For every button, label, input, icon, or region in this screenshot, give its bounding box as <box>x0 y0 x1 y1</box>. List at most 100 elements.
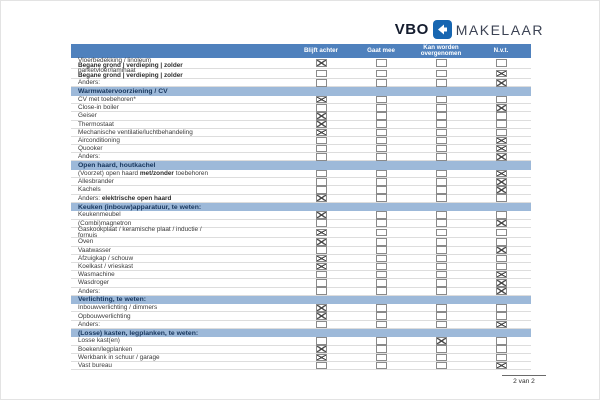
checkbox-blijft-achter[interactable] <box>315 320 327 328</box>
checkbox-nvt[interactable] <box>495 59 507 67</box>
checkbox-nvt[interactable] <box>495 254 507 263</box>
checkbox-nvt[interactable] <box>495 169 507 178</box>
checkbox-nvt[interactable] <box>495 287 507 295</box>
checkbox-gaat-mee[interactable] <box>375 178 387 186</box>
checkbox-gaat-mee[interactable] <box>375 320 387 328</box>
checkbox-gaat-mee[interactable] <box>375 59 387 67</box>
checkbox-nvt[interactable] <box>495 304 507 312</box>
checkbox-blijft-achter[interactable] <box>315 279 327 287</box>
checkbox-nvt[interactable] <box>495 69 507 78</box>
checkbox-kan-worden-overgenomen[interactable] <box>435 153 447 161</box>
checkbox-nvt[interactable] <box>495 219 507 227</box>
checkbox-kan-worden-overgenomen[interactable] <box>435 262 447 271</box>
checkbox-blijft-achter[interactable] <box>315 178 327 186</box>
checkbox-kan-worden-overgenomen[interactable] <box>435 136 447 145</box>
checkbox-kan-worden-overgenomen[interactable] <box>435 186 447 194</box>
checkbox-kan-worden-overgenomen[interactable] <box>435 246 447 254</box>
checkbox-kan-worden-overgenomen[interactable] <box>435 345 447 353</box>
checkbox-nvt[interactable] <box>495 228 507 237</box>
checkbox-blijft-achter[interactable] <box>315 254 327 263</box>
checkbox-blijft-achter[interactable] <box>315 136 327 145</box>
checkbox-nvt[interactable] <box>495 95 507 104</box>
checkbox-gaat-mee[interactable] <box>375 228 387 237</box>
checkbox-blijft-achter[interactable] <box>315 59 327 67</box>
checkbox-blijft-achter[interactable] <box>315 169 327 178</box>
checkbox-blijft-achter[interactable] <box>315 153 327 161</box>
checkbox-nvt[interactable] <box>495 279 507 287</box>
checkbox-gaat-mee[interactable] <box>375 262 387 271</box>
checkbox-nvt[interactable] <box>495 211 507 219</box>
checkbox-kan-worden-overgenomen[interactable] <box>435 238 447 246</box>
checkbox-kan-worden-overgenomen[interactable] <box>435 144 447 153</box>
checkbox-gaat-mee[interactable] <box>375 238 387 246</box>
checkbox-nvt[interactable] <box>495 128 507 137</box>
checkbox-gaat-mee[interactable] <box>375 246 387 254</box>
checkbox-kan-worden-overgenomen[interactable] <box>435 178 447 186</box>
checkbox-blijft-achter[interactable] <box>315 219 327 227</box>
checkbox-kan-worden-overgenomen[interactable] <box>435 270 447 279</box>
checkbox-nvt[interactable] <box>495 361 507 370</box>
checkbox-gaat-mee[interactable] <box>375 153 387 161</box>
checkbox-nvt[interactable] <box>495 186 507 194</box>
checkbox-gaat-mee[interactable] <box>375 169 387 178</box>
checkbox-blijft-achter[interactable] <box>315 120 327 128</box>
checkbox-gaat-mee[interactable] <box>375 254 387 263</box>
checkbox-kan-worden-overgenomen[interactable] <box>435 211 447 219</box>
checkbox-nvt[interactable] <box>495 353 507 362</box>
checkbox-nvt[interactable] <box>495 120 507 128</box>
checkbox-gaat-mee[interactable] <box>375 211 387 219</box>
checkbox-blijft-achter[interactable] <box>315 262 327 271</box>
checkbox-gaat-mee[interactable] <box>375 120 387 128</box>
checkbox-blijft-achter[interactable] <box>315 246 327 254</box>
checkbox-kan-worden-overgenomen[interactable] <box>435 353 447 362</box>
checkbox-gaat-mee[interactable] <box>375 304 387 312</box>
checkbox-blijft-achter[interactable] <box>315 186 327 194</box>
checkbox-kan-worden-overgenomen[interactable] <box>435 361 447 370</box>
checkbox-blijft-achter[interactable] <box>315 211 327 219</box>
checkbox-gaat-mee[interactable] <box>375 136 387 145</box>
checkbox-nvt[interactable] <box>495 178 507 186</box>
checkbox-gaat-mee[interactable] <box>375 186 387 194</box>
checkbox-gaat-mee[interactable] <box>375 144 387 153</box>
checkbox-kan-worden-overgenomen[interactable] <box>435 320 447 328</box>
checkbox-nvt[interactable] <box>495 312 507 320</box>
checkbox-kan-worden-overgenomen[interactable] <box>435 219 447 227</box>
checkbox-kan-worden-overgenomen[interactable] <box>435 304 447 312</box>
checkbox-kan-worden-overgenomen[interactable] <box>435 312 447 320</box>
checkbox-kan-worden-overgenomen[interactable] <box>435 279 447 287</box>
checkbox-kan-worden-overgenomen[interactable] <box>435 287 447 295</box>
checkbox-kan-worden-overgenomen[interactable] <box>435 128 447 137</box>
checkbox-blijft-achter[interactable] <box>315 345 327 353</box>
checkbox-kan-worden-overgenomen[interactable] <box>435 194 447 202</box>
checkbox-nvt[interactable] <box>495 262 507 271</box>
checkbox-nvt[interactable] <box>495 345 507 353</box>
checkbox-gaat-mee[interactable] <box>375 95 387 104</box>
checkbox-kan-worden-overgenomen[interactable] <box>435 112 447 120</box>
checkbox-blijft-achter[interactable] <box>315 228 327 237</box>
checkbox-blijft-achter[interactable] <box>315 95 327 104</box>
checkbox-kan-worden-overgenomen[interactable] <box>435 104 447 112</box>
checkbox-kan-worden-overgenomen[interactable] <box>435 254 447 263</box>
checkbox-kan-worden-overgenomen[interactable] <box>435 228 447 237</box>
checkbox-blijft-achter[interactable] <box>315 194 327 202</box>
checkbox-blijft-achter[interactable] <box>315 104 327 112</box>
checkbox-gaat-mee[interactable] <box>375 128 387 137</box>
checkbox-blijft-achter[interactable] <box>315 287 327 295</box>
checkbox-gaat-mee[interactable] <box>375 353 387 362</box>
checkbox-kan-worden-overgenomen[interactable] <box>435 59 447 67</box>
checkbox-nvt[interactable] <box>495 153 507 161</box>
checkbox-blijft-achter[interactable] <box>315 312 327 320</box>
checkbox-kan-worden-overgenomen[interactable] <box>435 79 447 87</box>
checkbox-blijft-achter[interactable] <box>315 112 327 120</box>
checkbox-gaat-mee[interactable] <box>375 194 387 202</box>
checkbox-blijft-achter[interactable] <box>315 128 327 137</box>
checkbox-blijft-achter[interactable] <box>315 238 327 246</box>
checkbox-gaat-mee[interactable] <box>375 69 387 78</box>
checkbox-kan-worden-overgenomen[interactable] <box>435 95 447 104</box>
checkbox-nvt[interactable] <box>495 238 507 246</box>
checkbox-nvt[interactable] <box>495 79 507 87</box>
checkbox-gaat-mee[interactable] <box>375 361 387 370</box>
checkbox-nvt[interactable] <box>495 112 507 120</box>
checkbox-nvt[interactable] <box>495 337 507 345</box>
checkbox-blijft-achter[interactable] <box>315 337 327 345</box>
